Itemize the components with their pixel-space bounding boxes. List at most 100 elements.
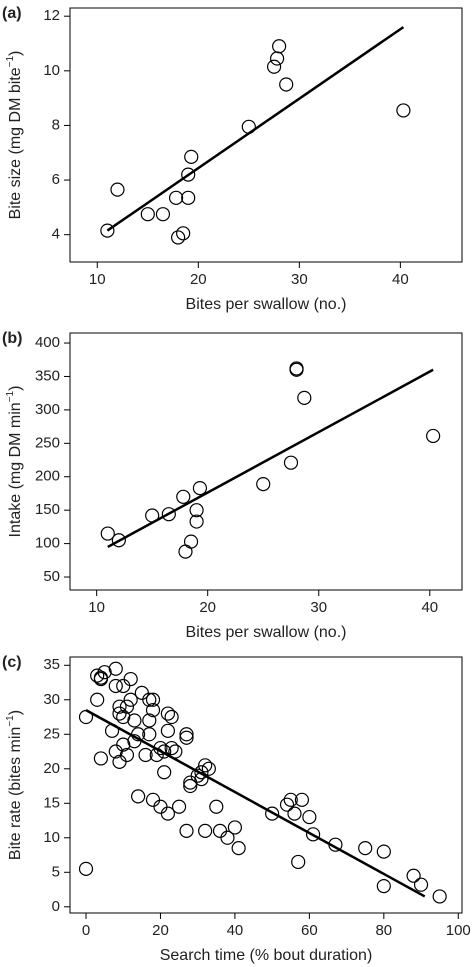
y-tick-label: 250	[35, 434, 60, 451]
data-point	[198, 823, 213, 838]
y-tick-label: 10	[43, 62, 60, 79]
data-point	[160, 806, 176, 821]
data-point	[145, 703, 161, 718]
y-tick-label: 12	[43, 7, 60, 24]
x-tick-label: 40	[421, 599, 438, 616]
data-point	[93, 751, 108, 766]
data-point	[358, 841, 373, 856]
data-point	[189, 514, 204, 529]
data-point	[183, 534, 199, 549]
y-tick-label: 350	[35, 367, 60, 384]
y-tick-label: 30	[43, 691, 60, 708]
data-point	[160, 723, 176, 738]
data-point	[231, 841, 246, 856]
y-axis-label-part: )	[7, 51, 24, 56]
data-point	[279, 797, 295, 812]
data-point	[432, 889, 447, 904]
data-point	[265, 806, 280, 821]
y-tick-label: 10	[43, 829, 60, 846]
data-point	[176, 489, 191, 504]
data-point	[178, 544, 193, 559]
data-point	[305, 827, 321, 842]
data-point	[160, 706, 176, 721]
plot-frame	[69, 332, 463, 591]
y-tick-label: 5	[52, 863, 60, 880]
y-axis-label-part: )	[7, 386, 24, 391]
data-point	[266, 59, 282, 74]
data-point	[283, 455, 299, 470]
data-point	[119, 699, 135, 714]
data-point	[161, 507, 176, 522]
data-point	[119, 747, 135, 763]
y-tick-label: 35	[43, 656, 60, 673]
data-point	[283, 792, 298, 807]
data-point	[291, 854, 306, 870]
y-tick-label: 50	[43, 568, 60, 585]
y-axis-label: Bite rate (bites min−1)	[5, 710, 24, 860]
data-point	[376, 878, 391, 894]
plot-frame	[69, 656, 463, 914]
data-point	[289, 362, 304, 377]
data-point	[112, 699, 127, 714]
x-axis-label: Search time (% bout duration)	[160, 947, 373, 964]
regression-line	[106, 26, 405, 232]
data-point	[164, 709, 179, 725]
data-point	[192, 481, 208, 496]
data-point	[179, 823, 194, 838]
x-tick-label: 40	[227, 922, 244, 939]
x-tick-label: 20	[152, 922, 169, 939]
data-point	[171, 799, 187, 814]
x-tick-label: 10	[88, 599, 105, 616]
data-point	[279, 77, 294, 92]
y-axis-label-part: Bite size (mg DM bite	[7, 67, 24, 219]
data-point	[108, 678, 123, 694]
x-axis-label: Bites per swallow (no.)	[186, 624, 347, 641]
data-point	[123, 671, 138, 687]
data-point	[100, 223, 115, 238]
data-point	[168, 190, 184, 205]
regression-line	[107, 368, 434, 549]
data-point	[142, 692, 157, 707]
data-point	[97, 665, 112, 680]
data-point	[90, 692, 105, 707]
data-point	[116, 737, 131, 752]
data-point	[116, 709, 131, 725]
data-point	[145, 792, 161, 807]
y-tick-label: 4	[52, 226, 60, 243]
x-tick-label: 80	[375, 922, 392, 939]
data-point	[78, 861, 94, 876]
y-axis-label-part: −1	[5, 56, 16, 68]
data-point	[287, 806, 302, 821]
data-point	[123, 692, 138, 707]
data-point	[142, 727, 157, 742]
data-point	[100, 526, 115, 541]
data-point	[426, 428, 441, 444]
x-axis-label: Bites per swallow (no.)	[186, 296, 347, 313]
data-point	[142, 713, 157, 728]
y-axis-label-part: Intake (mg DM min	[7, 402, 24, 537]
x-tick-label: 20	[190, 271, 207, 288]
x-tick-label: 30	[310, 599, 327, 616]
data-point	[184, 149, 199, 164]
data-point	[110, 182, 125, 197]
data-point	[227, 820, 243, 835]
y-tick-label: 6	[52, 171, 60, 188]
y-tick-label: 8	[52, 116, 60, 133]
data-point	[209, 799, 224, 814]
data-point	[201, 761, 216, 776]
data-point	[127, 713, 142, 728]
data-point	[176, 226, 191, 241]
data-point	[272, 39, 287, 54]
y-tick-label: 25	[43, 725, 60, 742]
x-tick-label: 60	[301, 922, 318, 939]
data-point	[131, 789, 146, 804]
data-point	[212, 823, 228, 838]
x-tick-label: 100	[446, 922, 471, 939]
y-tick-label: 150	[35, 501, 60, 518]
y-tick-label: 300	[35, 401, 60, 418]
data-point	[220, 830, 235, 845]
data-point	[181, 167, 196, 182]
panel-label: (c)	[2, 654, 22, 671]
data-point	[145, 692, 161, 707]
